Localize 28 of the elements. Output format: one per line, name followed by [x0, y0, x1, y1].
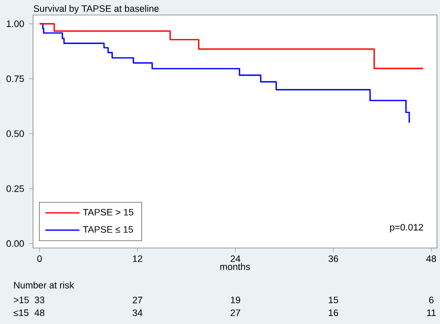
- text: 16: [328, 309, 338, 316]
- text: 11: [427, 310, 436, 316]
- y-tick-label: 0.75: [6, 75, 24, 82]
- legend-label: TAPSE > 15: [83, 208, 134, 216]
- text: Number at risk: [14, 282, 74, 288]
- y-tick-label: 0.50: [6, 130, 24, 137]
- y-tick-label: 0.00: [6, 240, 24, 247]
- x-tick-label: 48: [426, 255, 436, 262]
- text: 15: [328, 296, 338, 304]
- text: 33: [34, 296, 44, 304]
- text: 19: [230, 296, 240, 304]
- x-axis-title: months: [220, 263, 250, 270]
- annotation: p=0.012: [390, 224, 424, 232]
- y-tick-label: 1.00: [6, 20, 24, 28]
- text: 27: [132, 296, 142, 304]
- text: 34: [132, 309, 142, 316]
- legend-label: TAPSE ≤ 15: [83, 226, 133, 233]
- x-tick-label: 0: [37, 255, 42, 262]
- text: 6: [429, 296, 434, 304]
- text: 27: [230, 310, 240, 316]
- x-tick-label: 24: [230, 255, 240, 262]
- text: 48: [34, 309, 44, 316]
- y-tick-label: 0.25: [6, 185, 24, 192]
- text: ≤15: [14, 310, 28, 316]
- x-tick-label: 36: [328, 255, 338, 262]
- x-tick-label: 12: [132, 255, 142, 262]
- chart-title: Survival by TAPSE at baseline: [34, 5, 159, 14]
- text: >15: [14, 296, 29, 304]
